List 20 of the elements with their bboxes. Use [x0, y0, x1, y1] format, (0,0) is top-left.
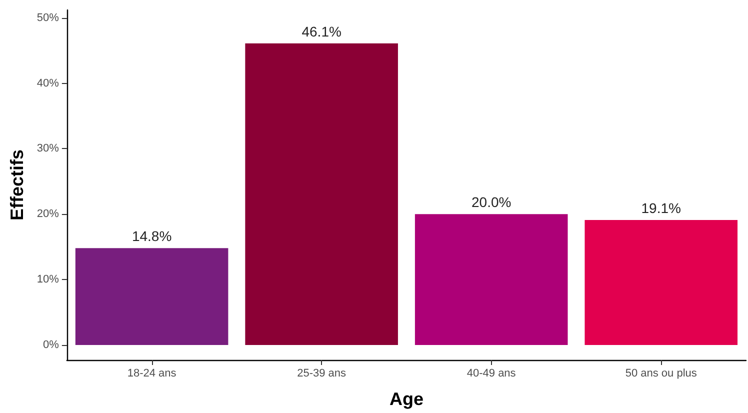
- x-tick-label: 50 ans ou plus: [625, 368, 698, 380]
- bar: [75, 248, 228, 345]
- y-axis-title: Effectifs: [7, 149, 27, 221]
- y-tick-label: 0%: [43, 338, 60, 351]
- bar: [245, 43, 398, 345]
- y-tick-label: 30%: [36, 142, 60, 155]
- data-label: 46.1%: [302, 23, 342, 40]
- bar: [584, 220, 738, 345]
- data-label: 14.8%: [132, 228, 172, 244]
- x-tick-label: 40-49 ans: [466, 368, 516, 380]
- x-tick-label: 25-39 ans: [297, 368, 347, 380]
- x-axis-title: Age: [389, 389, 424, 409]
- y-tick-label: 50%: [36, 12, 60, 24]
- x-tick-label: 18-24 ans: [127, 368, 177, 380]
- y-tick-label: 10%: [36, 274, 60, 286]
- y-tick-label: 20%: [36, 208, 60, 220]
- data-label: 20.0%: [471, 194, 512, 210]
- data-label: 19.1%: [641, 200, 681, 216]
- y-tick-label: 40%: [36, 77, 60, 90]
- bar: [414, 214, 568, 345]
